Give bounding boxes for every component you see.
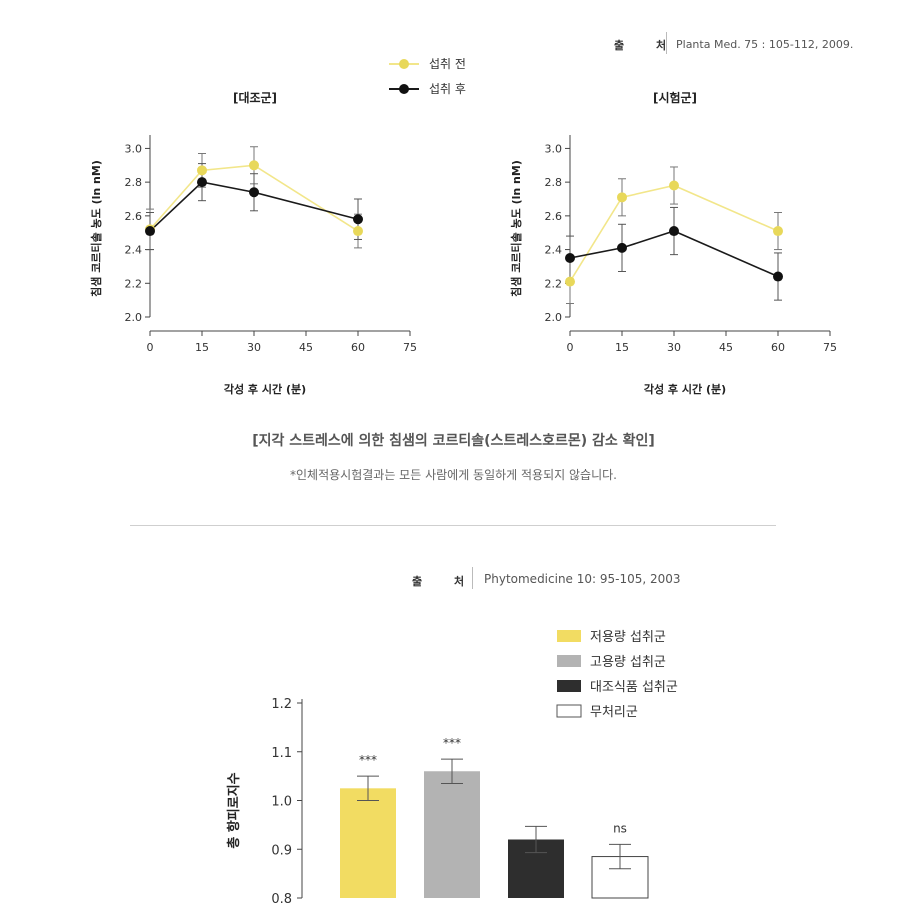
- x-tick-label: 15: [615, 341, 629, 354]
- legend-swatch: [557, 630, 581, 642]
- top-source-divider: [666, 32, 667, 54]
- series-1-point: [353, 214, 363, 225]
- legend-label: 대조식품 섭취군: [590, 680, 678, 695]
- y-tick-label: 0.8: [271, 892, 292, 907]
- y-tick-label: 1.0: [271, 795, 292, 810]
- series-0-point: [197, 165, 207, 176]
- legend-swatch: [557, 680, 581, 692]
- series-0-point: [249, 160, 259, 171]
- test-group-chart: [시험군] 2.0 2.2 2.4 2.6 2.8 3.0 0 15 30 45 60 75 각성 후 시…: [509, 90, 837, 396]
- x-tick-label: 75: [823, 341, 837, 354]
- chart-title: [시험군]: [653, 90, 697, 105]
- series-1-point: [145, 226, 155, 237]
- control-group-chart: [대조군] 2.0 2.2 2.4 2.6 2.8 3.0 0 15 30 45 60 75 각성 후 시…: [89, 91, 417, 396]
- significance-label: ***: [359, 753, 377, 767]
- y-tick-label: 2.4: [125, 244, 143, 257]
- bottom-source-text: Phytomedicine 10: 95-105, 2003: [484, 572, 681, 586]
- series-0-point: [617, 192, 627, 203]
- series-1-point: [565, 253, 575, 263]
- x-tick-label: 30: [247, 341, 261, 354]
- top-source-label: 출 처: [614, 39, 681, 52]
- legend-before-label: 섭취 전: [429, 57, 466, 71]
- x-tick-label: 30: [667, 341, 681, 354]
- y-tick-label: 2.2: [545, 277, 563, 290]
- series-line-0: [569, 184, 779, 283]
- y-tick-label: 1.2: [271, 697, 292, 712]
- y-tick-label: 2.2: [125, 277, 143, 290]
- y-tick-label: 3.0: [545, 142, 563, 155]
- series-line-0: [149, 164, 359, 232]
- x-axis-label: 각성 후 시간 (분): [224, 382, 306, 396]
- y-axis-label: 침샘 코르티솔 농도 (ln nM): [89, 160, 103, 297]
- top-source-text: Planta Med. 75 : 105-112, 2009.: [676, 38, 854, 51]
- bottom-source-divider: [472, 567, 473, 589]
- x-tick-label: 45: [719, 341, 733, 354]
- series-line-1: [569, 230, 779, 278]
- legend-before-marker: [399, 59, 409, 69]
- legend-label: 무처리군: [590, 705, 638, 720]
- figure-caption: [지각 스트레스에 의한 침샘의 코르티솔(스트레스호르몬) 감소 확인]: [252, 433, 655, 449]
- legend-swatch: [557, 655, 581, 667]
- legend-swatch: [556, 704, 582, 718]
- legend-label: 저용량 섭취군: [590, 630, 666, 645]
- series-1-point: [773, 271, 783, 282]
- x-tick-label: 75: [403, 341, 417, 354]
- y-tick-label: 2.4: [545, 244, 563, 257]
- legend-after-marker: [399, 84, 409, 94]
- x-tick-label: 60: [351, 341, 365, 354]
- series-1-point: [249, 187, 259, 198]
- y-tick-label: 1.1: [271, 746, 292, 761]
- x-tick-label: 60: [771, 341, 785, 354]
- legend-after-label: 섭취 후: [429, 82, 466, 96]
- top-legend: 섭취 전 섭취 후: [389, 57, 466, 96]
- bar: [340, 788, 396, 898]
- significance-label: ***: [443, 736, 461, 750]
- y-tick-label: 2.6: [545, 210, 563, 223]
- y-tick-label: 0.9: [271, 843, 292, 858]
- x-tick-label: 0: [567, 341, 574, 354]
- y-tick-label: 2.6: [125, 210, 143, 223]
- series-1-point: [617, 242, 627, 253]
- series-0-point: [565, 276, 575, 287]
- legend-label: 고용량 섭취군: [590, 655, 666, 670]
- y-tick-label: 2.0: [125, 311, 143, 324]
- x-tick-label: 45: [299, 341, 313, 354]
- series-line-1: [149, 181, 359, 232]
- bottom-source-label: 출 처: [412, 575, 479, 588]
- x-axis-label: 각성 후 시간 (분): [644, 382, 726, 396]
- section-divider: [130, 525, 776, 526]
- series-1-point: [669, 226, 679, 237]
- series-0-point: [773, 226, 783, 237]
- y-tick-label: 2.8: [125, 176, 143, 189]
- disclaimer-note: *인체적용시험결과는 모든 사람에게 동일하게 적용되지 않습니다.: [290, 468, 617, 482]
- series-0-point: [669, 180, 679, 191]
- chart-title: [대조군]: [233, 91, 277, 105]
- y-tick-label: 2.0: [545, 311, 563, 324]
- y-tick-label: 2.8: [545, 176, 563, 189]
- y-axis-label: 총 항피로지수: [226, 772, 242, 848]
- y-axis-label: 침샘 코르티솔 농도 (ln nM): [509, 160, 523, 297]
- y-tick-label: 3.0: [125, 142, 143, 155]
- series-1-point: [197, 177, 207, 188]
- series-0-point: [353, 226, 363, 237]
- significance-label: ns: [613, 821, 627, 835]
- x-tick-label: 15: [195, 341, 209, 354]
- bar: [424, 771, 480, 898]
- x-tick-label: 0: [147, 341, 154, 354]
